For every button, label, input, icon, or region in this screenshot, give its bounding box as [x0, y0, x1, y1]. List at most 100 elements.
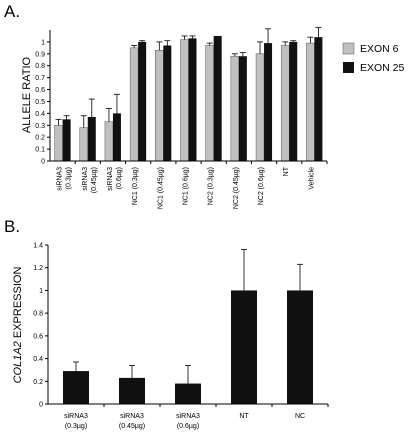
- panel-b-x-tick-labels: siRNA3 (0.3µg) siRNA3 (0.45µg) siRNA3 (0.6µg)…: [64, 413, 305, 430]
- panel-a-y-axis-label: ALLELE RATIO: [21, 56, 33, 133]
- legend-label-exon25: EXON 25: [360, 62, 405, 74]
- y-tick-label: 0.4: [35, 111, 45, 118]
- x-tick-label-line2: (0.45µg): [91, 167, 98, 193]
- y-tick-label: 1.2: [33, 265, 43, 272]
- y-tick-label: 1: [41, 39, 45, 46]
- panel-b-y-axis-label-rest: EXPRESSION: [12, 267, 24, 342]
- exon25-bar: [213, 35, 222, 161]
- x-tick-label-line1: NC2 (0.45µg): [233, 167, 240, 209]
- y-tick-label: 0.9: [35, 51, 45, 58]
- x-tick-label-line1: NT: [283, 166, 290, 176]
- y-tick-label: 0: [39, 402, 43, 409]
- y-tick-label: 1: [39, 288, 43, 295]
- panel-b-bars: [63, 249, 329, 407]
- exon6-bar: [306, 42, 315, 162]
- exon6-bar: [230, 55, 240, 162]
- legend-label-exon6: EXON 6: [360, 43, 399, 55]
- exon6-bar: [255, 53, 265, 162]
- x-tick-label: siRNA3 (0.45µg): [82, 167, 98, 193]
- y-tick-label: 0.1: [35, 147, 45, 154]
- x-tick-label: NC2 (0.45µg): [233, 167, 240, 209]
- exon6-bar: [155, 49, 164, 162]
- panel-a-label: A.: [4, 2, 20, 21]
- panel-a-x-tick-labels: siRNA3 (0.3µg) siRNA3 (0.45µg) siRNA3 (0.6µg)…: [57, 166, 316, 209]
- expression-bar: [231, 290, 257, 404]
- y-tick-label: 0.3: [35, 123, 45, 130]
- x-tick-label-line1: NC2 (0.3µg): [208, 167, 215, 205]
- x-tick-label-line1: siRNA3: [107, 167, 114, 191]
- x-tick-label: siRNA3 (0.6µg): [107, 167, 123, 191]
- exon25-bar: [314, 37, 323, 161]
- x-tick-label-line1: NC1 (0.6µg): [183, 167, 190, 205]
- exon25-bar: [87, 116, 96, 161]
- x-tick-label: NC1 (0.6µg): [183, 167, 190, 205]
- x-tick-label-line1: siRNA3: [120, 413, 144, 420]
- x-tick-label-line1: siRNA3: [57, 167, 64, 191]
- panel-b-y-axis-label-gene: COL1A2: [12, 341, 24, 383]
- y-tick-label: 0.7: [35, 75, 45, 82]
- x-tick-label-line1: siRNA3: [82, 167, 89, 191]
- panel-a: A. ALLELE RATIO 0 0.1 0.2 0.3 0.4 0.5 0.6 0.7 0.…: [4, 2, 405, 209]
- exon25-bar: [264, 43, 273, 161]
- panel-b-label: B.: [4, 217, 20, 236]
- exon25-bar: [112, 113, 121, 161]
- legend: EXON 6 EXON 25: [342, 42, 405, 74]
- exon6-bar: [104, 121, 114, 162]
- x-tick-label-line1: Vehicle: [308, 167, 315, 190]
- expression-bar: [287, 290, 313, 404]
- x-tick-label-line2: (0.3µg): [65, 423, 87, 430]
- x-tick-label: siRNA3 (0.3µg): [57, 167, 73, 191]
- expression-bar: [63, 371, 89, 404]
- y-tick-label: 0.2: [35, 135, 45, 142]
- legend-swatch-exon25: [343, 62, 354, 73]
- expression-bar: [119, 377, 145, 404]
- legend-swatch-exon6: [342, 42, 355, 55]
- exon6-bar: [54, 125, 63, 162]
- y-tick-label: 0.8: [33, 311, 43, 318]
- panel-b-y-ticks: 0 0.2 0.4 0.6 0.8 1 1.2 1.4: [33, 243, 48, 409]
- y-tick-label: 0: [41, 159, 45, 166]
- y-tick-label: 0.6: [33, 333, 43, 340]
- x-tick-label-line1: siRNA3: [64, 413, 88, 420]
- exon6-bar: [180, 39, 189, 162]
- x-tick-label-line1: siRNA3: [176, 413, 200, 420]
- y-tick-label: 1.4: [33, 243, 43, 250]
- exon6-bar: [205, 45, 214, 162]
- exon6-bar: [280, 45, 290, 162]
- y-tick-label: 0.4: [33, 356, 43, 363]
- x-tick-label: NT: [283, 166, 290, 176]
- x-tick-label-line2: (0.6µg): [116, 167, 123, 189]
- panel-a-bars: [54, 27, 328, 164]
- panel-a-y-ticks: 0 0.1 0.2 0.3 0.4 0.5 0.6 0.7 0.8 0.9 1: [35, 39, 50, 166]
- x-tick-label-line1: NC2 (0.6µg): [258, 167, 265, 205]
- x-tick-label-line2: (0.45µg): [119, 423, 145, 430]
- y-tick-label: 0.2: [33, 379, 43, 386]
- x-tick-label-line1: NC: [295, 413, 305, 420]
- x-tick-label-line2: (0.6µg): [177, 423, 199, 430]
- panel-b-y-axis-label: COL1A2 EXPRESSION: [12, 267, 24, 384]
- exon6-bar: [129, 47, 139, 162]
- x-tick-label: Vehicle: [308, 167, 315, 190]
- legend-item-exon6: EXON 6: [342, 42, 399, 55]
- x-tick-label: NC1 (0.45µg): [157, 167, 164, 209]
- expression-bar: [175, 383, 201, 404]
- y-tick-label: 0.5: [35, 99, 45, 106]
- y-tick-label: 0.6: [35, 87, 45, 94]
- exon6-bar: [79, 127, 89, 162]
- exon25-bar: [138, 41, 147, 162]
- x-tick-label-line1: NC1 (0.3µg): [132, 167, 139, 205]
- x-tick-label-line2: (0.3µg): [66, 167, 73, 189]
- x-tick-label-line1: NT: [239, 413, 249, 420]
- y-tick-label: 0.8: [35, 63, 45, 70]
- exon25-bar: [163, 45, 172, 161]
- exon25-bar: [289, 41, 298, 162]
- legend-item-exon25: EXON 25: [343, 62, 405, 74]
- exon25-bar: [62, 119, 71, 161]
- panel-b: B. COL1A2 EXPRESSION 0 0.2 0.4 0.6 0.8 1 1.2 1.…: [4, 217, 329, 430]
- x-tick-label-line1: NC1 (0.45µg): [157, 167, 164, 209]
- x-tick-label: NC2 (0.3µg): [208, 167, 215, 205]
- exon25-bar: [188, 38, 197, 161]
- exon25-bar: [238, 56, 247, 162]
- x-tick-label: NC1 (0.3µg): [132, 167, 139, 205]
